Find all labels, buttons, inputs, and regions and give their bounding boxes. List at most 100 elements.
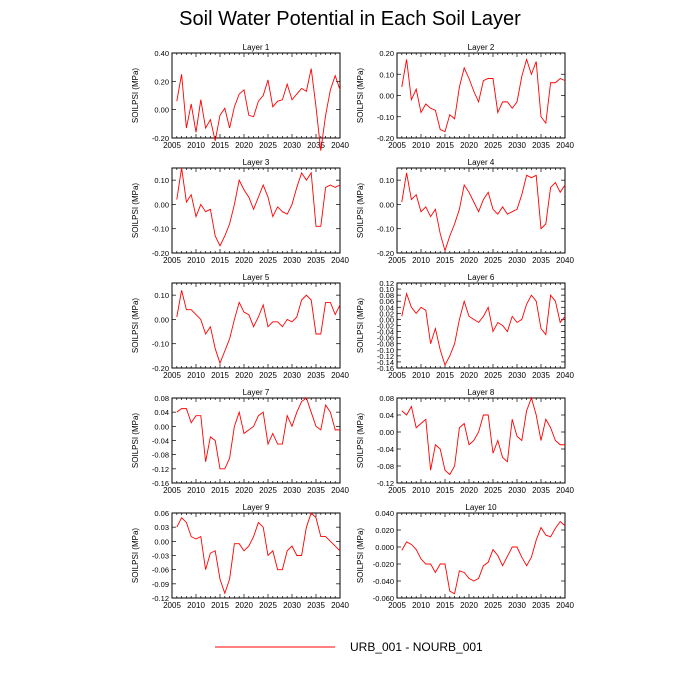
y-tick-label: 0.00 — [154, 200, 169, 209]
x-tick-label: 2030 — [508, 256, 526, 265]
plot-panel: Layer 10 2005 2010 2015 2020 2025 2030 2035 2040… — [356, 503, 574, 610]
plot-frame — [396, 167, 566, 254]
x-tick-label: 2040 — [556, 486, 574, 495]
y-axis-label: SOILPSI (MPa) — [131, 68, 140, 123]
x-tick-label: 2030 — [508, 141, 526, 150]
y-tick-label: 0.000 — [375, 543, 394, 552]
x-tick-label: 2035 — [307, 371, 325, 380]
y-axis-label: SOILPSI (MPa) — [131, 298, 140, 353]
y-tick-label: -0.040 — [373, 577, 394, 586]
x-tick-label: 2035 — [532, 601, 550, 610]
y-tick-label: -0.14 — [377, 358, 394, 367]
y-tick-label: -0.08 — [152, 451, 169, 460]
x-tick-label: 2040 — [556, 371, 574, 380]
y-tick-label: 0.04 — [379, 303, 394, 312]
x-tick-label: 2005 — [388, 256, 406, 265]
y-tick-label: 0.20 — [379, 49, 394, 58]
y-tick-label: 0.10 — [379, 176, 394, 185]
plot-frame — [171, 282, 341, 369]
plot-frame — [171, 397, 341, 484]
x-tick-label: 2035 — [307, 601, 325, 610]
x-tick-label: 2015 — [211, 601, 229, 610]
y-tick-label: 0.00 — [154, 537, 169, 546]
x-tick-label: 2035 — [532, 371, 550, 380]
x-tick-label: 2025 — [484, 601, 502, 610]
y-tick-label: 0.00 — [154, 422, 169, 431]
x-tick-label: 2025 — [484, 256, 502, 265]
y-tick-label: 0.10 — [154, 291, 169, 300]
x-tick-label: 2005 — [163, 256, 181, 265]
y-tick-label: -0.06 — [377, 334, 394, 343]
plot-panel: Layer 3 2005 2010 2015 2020 2025 2030 2035 2040 -… — [131, 158, 349, 265]
x-tick-label: 2040 — [331, 141, 349, 150]
plot-frame — [396, 512, 566, 599]
y-axis-label: SOILPSI (MPa) — [356, 413, 365, 468]
x-tick-label: 2015 — [436, 141, 454, 150]
x-tick-label: 2005 — [388, 486, 406, 495]
x-tick-label: 2025 — [484, 371, 502, 380]
x-tick-label: 2020 — [235, 601, 253, 610]
y-tick-label: 0.06 — [379, 297, 394, 306]
plot-panel: Layer 8 2005 2010 2015 2020 2025 2030 2035 2040 -… — [356, 388, 574, 495]
y-axis-label: SOILPSI (MPa) — [356, 183, 365, 238]
x-tick-label: 2025 — [484, 486, 502, 495]
plot-frame — [171, 167, 341, 254]
y-tick-label: -0.12 — [152, 594, 169, 603]
y-tick-label: -0.20 — [152, 364, 169, 373]
y-tick-label: -0.12 — [152, 465, 169, 474]
plot-title: Layer 10 — [465, 503, 497, 512]
x-tick-label: 2005 — [163, 371, 181, 380]
plot-title: Layer 8 — [468, 388, 495, 397]
y-tick-label: 0.06 — [154, 509, 169, 518]
y-tick-label: 0.04 — [154, 408, 169, 417]
x-tick-label: 2010 — [187, 486, 205, 495]
y-axis-label: SOILPSI (MPa) — [356, 68, 365, 123]
x-tick-label: 2040 — [331, 371, 349, 380]
plot-frame — [396, 397, 566, 484]
plot-panel: Layer 4 2005 2010 2015 2020 2025 2030 2035 2040 -… — [356, 158, 574, 265]
x-tick-label: 2040 — [331, 486, 349, 495]
plot-frame — [396, 282, 566, 369]
series-line — [176, 290, 341, 365]
y-tick-label: -0.10 — [377, 113, 394, 122]
y-tick-label: -0.060 — [373, 594, 394, 603]
x-tick-label: 2020 — [460, 141, 478, 150]
y-tick-label: 0.10 — [379, 285, 394, 294]
x-tick-label: 2040 — [556, 256, 574, 265]
x-tick-label: 2025 — [259, 601, 277, 610]
series-line — [176, 167, 341, 247]
x-tick-label: 2035 — [307, 141, 325, 150]
x-tick-label: 2010 — [412, 141, 430, 150]
plot-frame — [171, 52, 341, 139]
x-tick-label: 2025 — [259, 256, 277, 265]
x-tick-label: 2030 — [283, 256, 301, 265]
y-tick-label: -0.06 — [152, 566, 169, 575]
x-tick-label: 2020 — [235, 141, 253, 150]
y-tick-label: -0.04 — [152, 437, 169, 446]
x-tick-label: 2015 — [436, 601, 454, 610]
y-tick-label: -0.08 — [377, 462, 394, 471]
series-line — [176, 512, 341, 595]
x-tick-label: 2010 — [412, 486, 430, 495]
plot-panel: Layer 2 2005 2010 2015 2020 2025 2030 2035 2040 -… — [356, 43, 574, 150]
x-tick-label: 2030 — [283, 486, 301, 495]
x-tick-label: 2030 — [283, 601, 301, 610]
x-tick-label: 2035 — [307, 486, 325, 495]
y-tick-label: -0.09 — [152, 580, 169, 589]
y-tick-label: -0.04 — [377, 445, 394, 454]
y-tick-label: -0.02 — [377, 322, 394, 331]
series-line — [176, 397, 340, 470]
y-tick-label: 0.00 — [379, 428, 394, 437]
x-tick-label: 2030 — [508, 486, 526, 495]
x-tick-label: 2025 — [259, 486, 277, 495]
y-tick-label: 0.00 — [379, 92, 394, 101]
x-tick-label: 2005 — [388, 141, 406, 150]
x-tick-label: 2035 — [532, 141, 550, 150]
y-tick-label: 0.00 — [379, 315, 394, 324]
x-tick-label: 2015 — [211, 256, 229, 265]
x-tick-label: 2005 — [388, 371, 406, 380]
plot-panel: Layer 1 2005 2010 2015 2020 2025 2030 2035 2040 -… — [131, 43, 349, 151]
y-tick-label: 0.10 — [154, 176, 169, 185]
plot-title: Layer 2 — [468, 43, 495, 52]
